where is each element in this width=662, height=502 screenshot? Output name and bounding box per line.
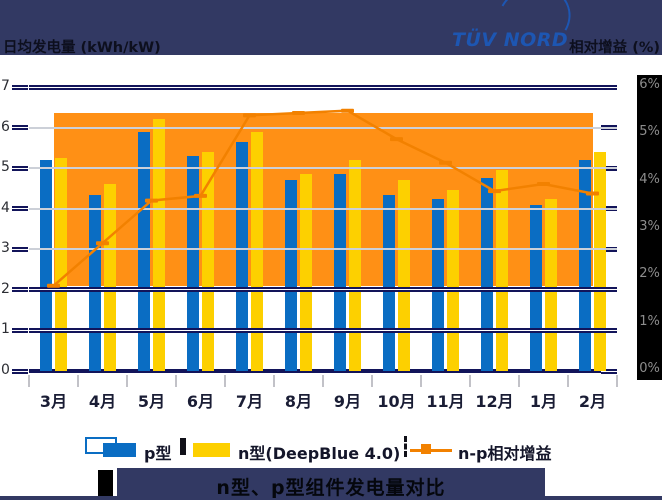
left-tick-5 [12, 165, 28, 171]
header-bar [0, 0, 662, 55]
right-axis-label-strip [637, 75, 662, 380]
legend-gain-dash-icon [404, 436, 407, 457]
gain-highlight-band [53, 112, 593, 286]
chart-title: n型、p型组件发电量对比 [216, 477, 446, 499]
month-boundary-tick [28, 375, 30, 387]
x-axis-line [29, 369, 617, 373]
gridline-navy-7 [29, 84, 617, 90]
x-label-2月: 2月 [578, 392, 607, 411]
right-axis-label-5%: 5% [639, 124, 660, 140]
x-label-8月: 8月 [284, 392, 313, 411]
bar-n-3月 [55, 158, 67, 371]
x-label-5月: 5月 [137, 392, 166, 411]
bar-n-9月 [349, 160, 361, 371]
bar-n-12月 [496, 170, 508, 371]
month-boundary-tick [616, 375, 618, 387]
month-boundary-tick [77, 375, 79, 387]
right-axis-label-6%: 6% [639, 77, 660, 92]
legend-p-swatch [103, 443, 136, 457]
bar-p-10月 [383, 194, 395, 371]
month-boundary-tick [175, 375, 177, 387]
x-label-12月: 12月 [475, 392, 514, 411]
legend-gain-label: n-p相对增益 [458, 444, 552, 463]
month-boundary-tick [126, 375, 128, 387]
x-label-11月: 11月 [426, 392, 465, 411]
x-label-4月: 4月 [88, 392, 117, 411]
left-axis-label-1: 1 [1, 321, 10, 338]
tuv-nord-logo: TÜV NORD [452, 29, 569, 51]
left-axis-label-2: 2 [1, 280, 10, 297]
left-tick-0 [12, 368, 28, 374]
legend-n-swatch [193, 443, 230, 457]
right-axis-label-2%: 2% [639, 266, 660, 282]
left-axis-label-0: 0 [1, 362, 10, 378]
legend-gain-line-swatch [410, 449, 452, 452]
x-label-10月: 10月 [377, 392, 416, 411]
legend-n-tick-icon [180, 438, 186, 455]
gridline-navy-2 [29, 287, 617, 293]
month-boundary-tick [371, 375, 373, 387]
right-axis-title: 相对增益 (%) [569, 40, 660, 56]
left-tick-7 [12, 84, 28, 90]
gridline-4 [29, 207, 617, 210]
left-axis-label-5: 5 [1, 159, 10, 176]
legend-gain-marker [421, 444, 431, 454]
x-label-7月: 7月 [235, 392, 264, 411]
left-axis-title: 日均发电量 (kWh/kW) [3, 40, 161, 56]
left-axis-label-3: 3 [1, 240, 10, 257]
legend-n-label: n型(DeepBlue 4.0) [238, 444, 401, 463]
left-axis-label-7: 7 [1, 78, 10, 94]
left-tick-2 [12, 287, 28, 293]
bar-p-7月 [236, 141, 248, 371]
gridline-navy-1 [29, 327, 617, 333]
month-boundary-tick [273, 375, 275, 387]
x-label-3月: 3月 [39, 392, 68, 411]
x-label-6月: 6月 [186, 392, 215, 411]
bar-p-4月 [89, 194, 101, 371]
left-tick-4 [12, 206, 28, 212]
bar-n-6月 [202, 151, 214, 371]
bar-n-8月 [300, 174, 312, 371]
bar-p-6月 [187, 155, 199, 371]
gridline-6 [29, 126, 617, 129]
left-tick-6 [12, 125, 28, 131]
left-tick-3 [12, 246, 28, 252]
bar-p-3月 [40, 160, 52, 371]
right-axis-label-0%: 0% [639, 360, 660, 376]
right-axis-label-1%: 1% [639, 313, 660, 329]
title-bar [117, 468, 545, 500]
bar-n-11月 [447, 190, 459, 371]
bar-p-9月 [334, 174, 346, 371]
month-boundary-tick [322, 375, 324, 387]
bar-n-4月 [104, 184, 116, 371]
month-boundary-tick [518, 375, 520, 387]
title-accent-block [98, 470, 113, 498]
left-tick-1 [12, 327, 28, 333]
bar-n-1月 [545, 198, 557, 371]
bar-n-2月 [594, 151, 606, 371]
bottom-divider-line [0, 496, 662, 500]
right-tick-0 [601, 368, 617, 374]
x-label-9月: 9月 [333, 392, 362, 411]
bar-p-11月 [432, 198, 444, 371]
bar-n-5月 [153, 119, 165, 371]
month-boundary-tick [420, 375, 422, 387]
gridline-3 [29, 248, 617, 251]
month-boundary-tick [224, 375, 226, 387]
left-axis-label-4: 4 [1, 199, 10, 216]
month-boundary-tick [567, 375, 569, 387]
month-boundary-tick [469, 375, 471, 387]
legend-p-label: p型 [144, 444, 172, 463]
bar-p-2月 [579, 160, 591, 371]
gridline-5 [29, 167, 617, 170]
left-axis-label-6: 6 [1, 118, 10, 135]
plot-area [29, 84, 617, 371]
x-label-1月: 1月 [529, 392, 558, 411]
right-axis-label-4%: 4% [639, 171, 660, 187]
right-axis-label-3%: 3% [639, 218, 660, 234]
